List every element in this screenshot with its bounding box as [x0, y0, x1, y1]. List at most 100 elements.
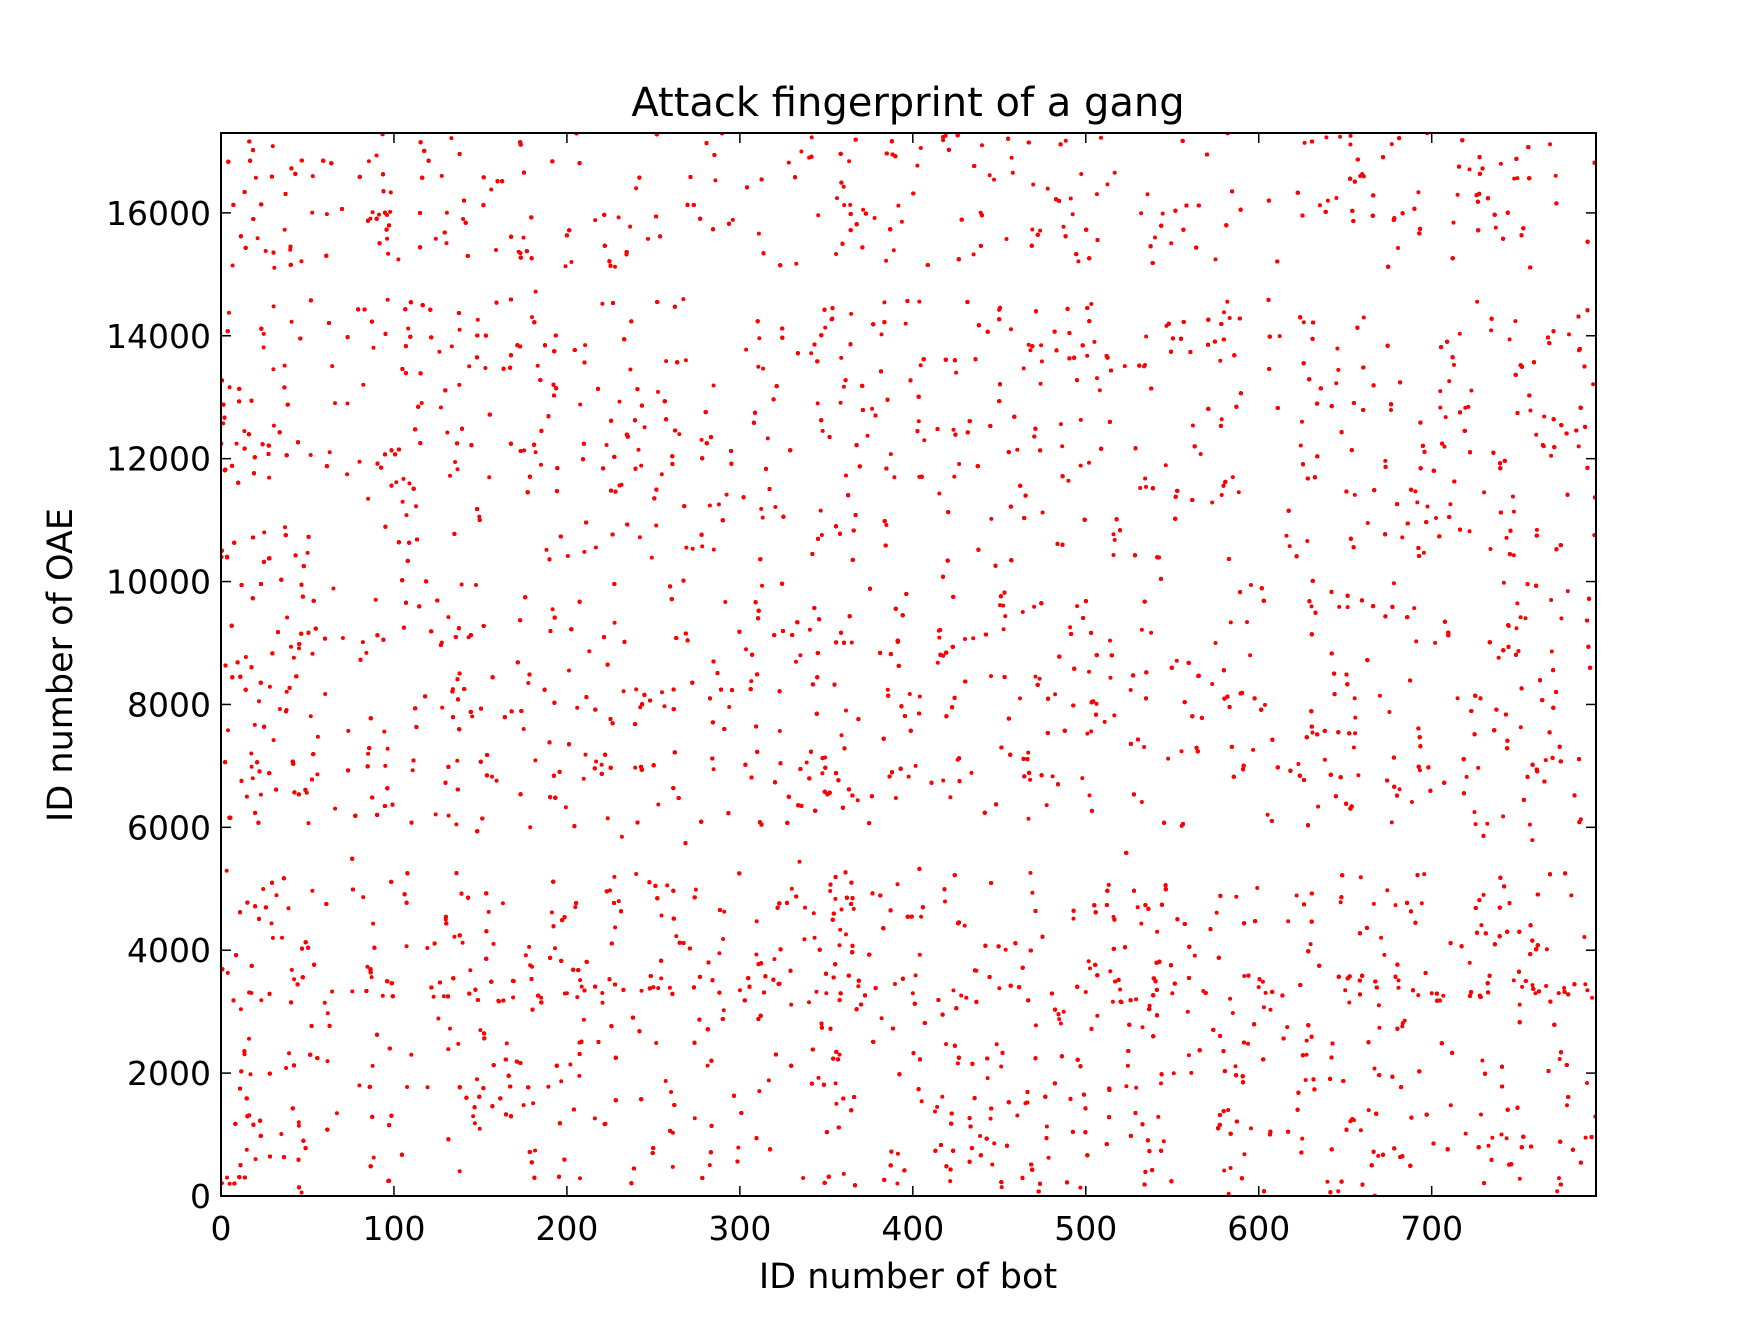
scatter-point [1400, 1024, 1405, 1029]
scatter-point [1413, 489, 1418, 494]
scatter-point [593, 218, 598, 223]
scatter-point [1520, 984, 1525, 989]
scatter-point [1345, 605, 1350, 610]
scatter-point [1138, 486, 1143, 490]
scatter-point [1285, 1025, 1290, 1030]
scatter-point [1010, 170, 1015, 175]
scatter-point [1026, 816, 1031, 821]
scatter-point [619, 834, 624, 839]
scatter-point [394, 480, 399, 485]
scatter-point [249, 764, 254, 769]
scatter-point [1003, 947, 1008, 952]
scatter-point [1009, 155, 1014, 160]
scatter-point [851, 906, 856, 911]
scatter-point [1383, 458, 1388, 463]
scatter-point [1303, 1078, 1308, 1082]
scatter-point [1095, 376, 1099, 381]
scatter-point [1391, 581, 1396, 586]
scatter-point [1277, 334, 1282, 339]
scatter-point [994, 1042, 999, 1047]
scatter-point [1139, 800, 1144, 804]
scatter-point [633, 765, 638, 770]
scatter-point [789, 1002, 794, 1007]
scatter-point [433, 236, 438, 241]
scatter-point [1549, 598, 1554, 602]
scatter-point [844, 932, 848, 937]
scatter-point [1076, 259, 1081, 264]
scatter-point [289, 319, 294, 324]
scatter-point [1448, 502, 1453, 507]
scatter-point [617, 399, 622, 404]
scatter-point [1348, 133, 1353, 138]
scatter-point [460, 940, 465, 945]
scatter-point [1528, 408, 1533, 413]
scatter-point [1145, 192, 1150, 197]
scatter-point [841, 1171, 846, 1176]
scatter-point [1334, 381, 1339, 386]
scatter-point [637, 535, 642, 540]
scatter-point [1556, 991, 1561, 996]
scatter-point [848, 202, 853, 207]
scatter-point [1094, 701, 1099, 706]
scatter-point [636, 447, 641, 452]
scatter-point [419, 401, 424, 405]
scatter-point [1071, 916, 1076, 921]
scatter-point [1585, 1081, 1589, 1085]
scatter-point [705, 1063, 710, 1068]
scatter-point [546, 1084, 551, 1089]
scatter-point [1549, 649, 1554, 654]
scatter-point [1009, 327, 1013, 332]
scatter-point [600, 991, 605, 995]
scatter-point [385, 297, 390, 302]
scatter-point [885, 687, 890, 692]
scatter-point [414, 504, 418, 509]
scatter-points [221, 133, 1596, 1196]
scatter-point [299, 259, 304, 264]
scatter-point [1409, 800, 1414, 804]
scatter-point [1068, 196, 1073, 201]
scatter-point [833, 1081, 838, 1086]
scatter-point [1389, 142, 1394, 147]
scatter-point [992, 1141, 997, 1146]
scatter-point [879, 1016, 884, 1021]
scatter-point [1058, 1021, 1063, 1026]
scatter-point [1365, 521, 1370, 525]
scatter-point [1335, 346, 1340, 351]
scatter-point [1112, 170, 1117, 175]
scatter-point [1028, 348, 1033, 353]
scatter-point [971, 252, 976, 257]
scatter-point [594, 759, 599, 764]
scatter-point [812, 935, 817, 940]
scatter-point [1376, 1003, 1381, 1008]
scatter-point [797, 859, 802, 864]
scatter-point [289, 644, 293, 649]
scatter-point [1058, 422, 1063, 427]
scatter-point [486, 909, 491, 914]
scatter-point [455, 758, 460, 763]
scatter-point [1443, 415, 1448, 420]
scatter-point [837, 943, 842, 948]
scatter-point [410, 768, 415, 773]
scatter-point [916, 419, 921, 424]
scatter-point [692, 1116, 697, 1121]
scatter-point [1163, 463, 1168, 468]
scatter-point [225, 970, 230, 975]
scatter-point [1087, 460, 1091, 465]
scatter-point [935, 660, 940, 665]
scatter-point [971, 636, 976, 641]
scatter-point [990, 1162, 995, 1167]
scatter-point [649, 555, 654, 560]
scatter-point [1569, 893, 1574, 898]
scatter-point [1513, 319, 1518, 324]
scatter-point [1504, 535, 1509, 540]
scatter-point [544, 547, 549, 552]
scatter-point [569, 260, 574, 264]
scatter-point [1590, 995, 1595, 1000]
scatter-point [1543, 758, 1548, 763]
scatter-point [269, 921, 274, 926]
scatter-point [1070, 212, 1075, 217]
scatter-point [549, 910, 554, 915]
scatter-point [1438, 405, 1443, 410]
scatter-point [439, 173, 444, 178]
scatter-point [1166, 756, 1171, 761]
